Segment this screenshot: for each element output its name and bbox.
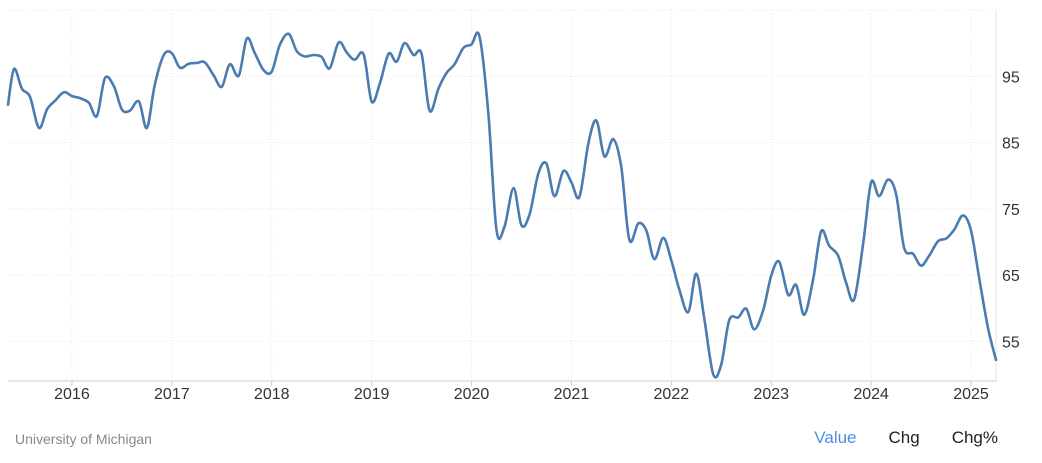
tab-chg-percent[interactable]: Chg% xyxy=(951,428,998,447)
x-axis-ticks: 2016 2017 2018 2019 2020 2021 2022 2023 2024 2025 xyxy=(54,381,989,403)
y-axis-ticks: 55 65 75 85 95 xyxy=(1002,69,1020,351)
y-tick-label: 65 xyxy=(1002,268,1020,285)
x-tick-label: 2025 xyxy=(953,386,989,403)
y-tick-label: 75 xyxy=(1002,202,1020,219)
x-tick-label: 2021 xyxy=(554,386,590,403)
tab-value[interactable]: Value xyxy=(814,428,857,447)
y-tick-label: 95 xyxy=(1002,69,1020,86)
view-tabs: Value Chg Chg% xyxy=(814,428,998,448)
x-tick-label: 2018 xyxy=(254,386,290,403)
x-tick-label: 2023 xyxy=(753,386,789,403)
x-tick-label: 2017 xyxy=(154,386,190,403)
series-line xyxy=(6,31,998,379)
x-tick-label: 2019 xyxy=(354,386,390,403)
x-tick-label: 2016 xyxy=(54,386,90,403)
x-tick-label: 2022 xyxy=(654,386,690,403)
source-label: University of Michigan xyxy=(15,431,152,447)
grid xyxy=(8,9,997,381)
y-tick-label: 55 xyxy=(1002,334,1020,351)
x-tick-label: 2020 xyxy=(454,386,490,403)
y-tick-label: 85 xyxy=(1002,136,1020,153)
tab-chg[interactable]: Chg xyxy=(888,428,920,447)
chart-svg: 2016 2017 2018 2019 2020 2021 2022 2023 2024 2025… xyxy=(6,9,1020,403)
chart-footer: University of Michigan Value Chg Chg% xyxy=(0,420,1042,463)
x-tick-label: 2024 xyxy=(853,386,889,403)
